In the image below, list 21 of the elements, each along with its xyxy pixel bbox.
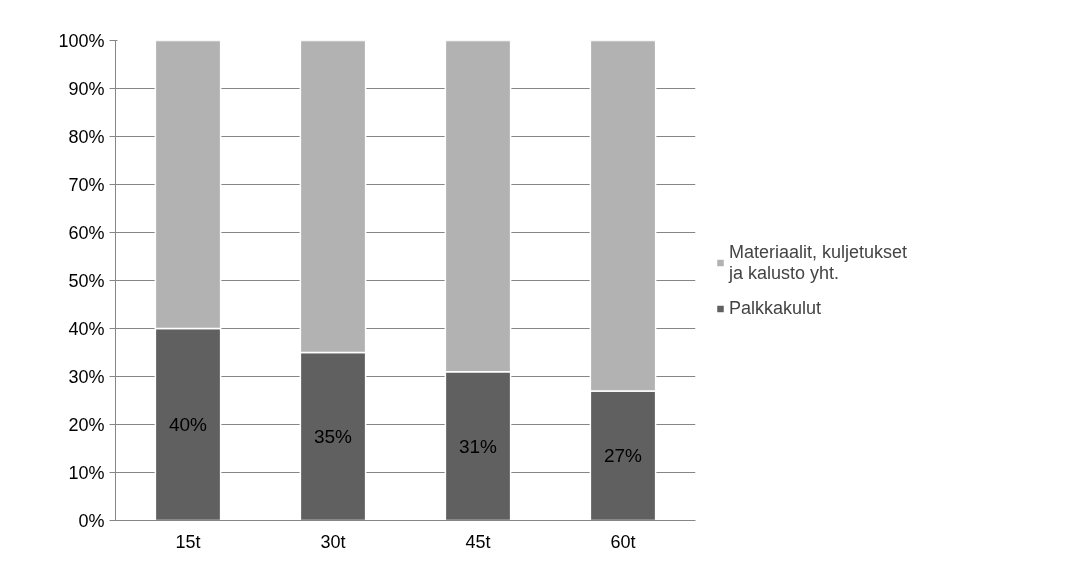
legend-label: Materiaalit, kuljetukset ja kalusto yht. <box>729 241 908 284</box>
y-tick-label: 40% <box>68 318 105 339</box>
y-tick-label: 100% <box>58 30 105 51</box>
y-tick-label: 50% <box>68 270 105 291</box>
y-tick-label: 70% <box>68 174 105 195</box>
x-tick-label: 30t <box>320 531 346 552</box>
data-label: 35% <box>313 426 353 447</box>
y-tick-label: 20% <box>68 414 105 435</box>
y-tick-label: 0% <box>78 510 105 531</box>
data-label: 40% <box>168 414 208 435</box>
y-tick-label: 30% <box>68 366 105 387</box>
x-tick-label: 60t <box>610 531 636 552</box>
y-tick-label: 90% <box>68 78 105 99</box>
y-tick-label: 10% <box>68 462 105 483</box>
data-label: 27% <box>603 445 643 467</box>
x-tick-label: 15t <box>175 531 201 552</box>
legend-label: Palkkakulut <box>729 297 822 319</box>
data-label: 31% <box>458 435 498 457</box>
y-tick-label: 80% <box>68 126 105 147</box>
y-tick-label: 60% <box>68 222 105 243</box>
x-tick-label: 45t <box>465 531 491 552</box>
